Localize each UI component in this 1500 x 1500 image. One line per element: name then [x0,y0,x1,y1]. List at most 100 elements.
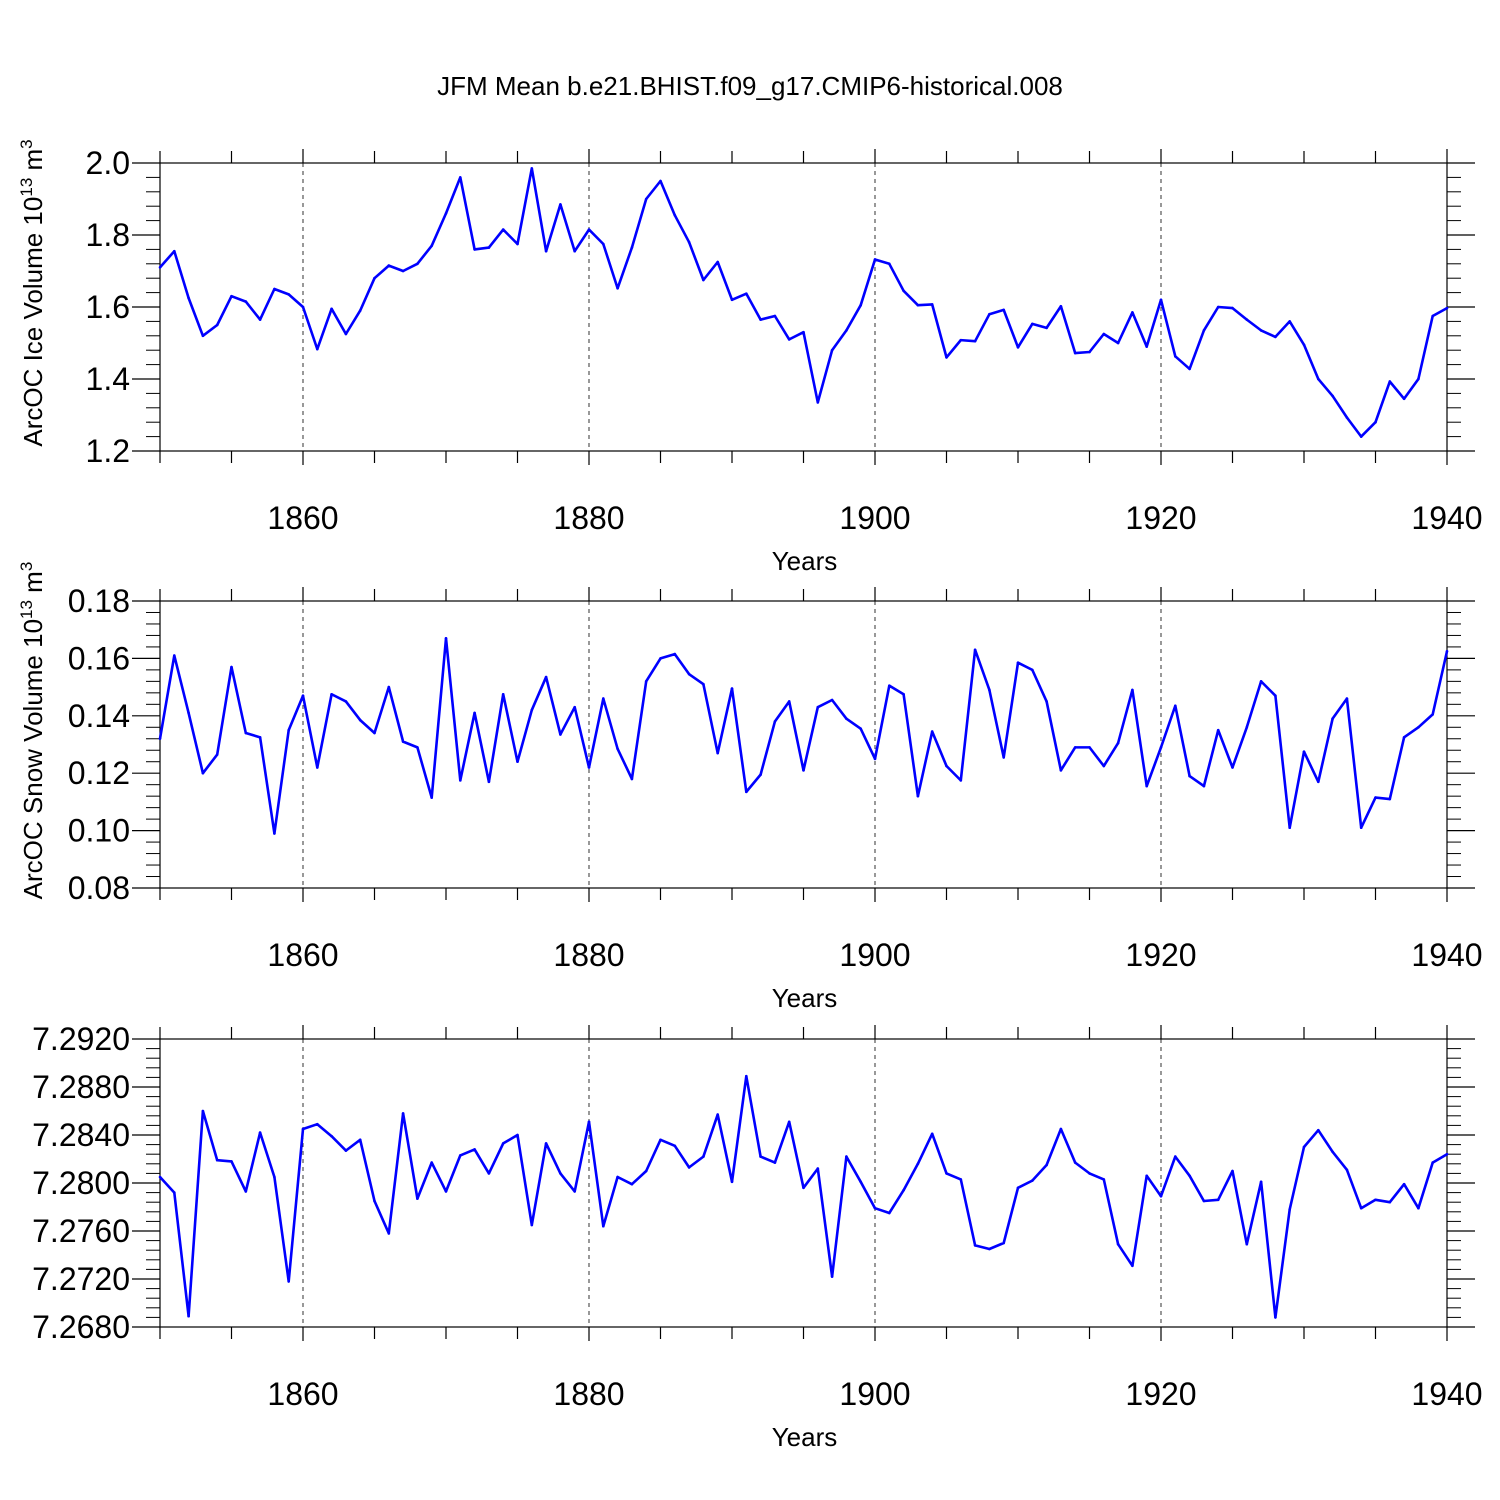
data-point [344,1149,348,1152]
data-point [1374,1198,1377,1202]
data-point [258,318,262,321]
data-point [559,733,562,736]
data-point [530,1223,534,1227]
data-point [516,1133,519,1137]
data-point [1145,1174,1148,1178]
data-point [845,329,848,332]
data-point [244,731,248,735]
data-point [201,771,205,775]
data-point [673,652,677,656]
data-point [745,1074,748,1078]
series-line [159,167,1448,438]
y-tick-label: 7.2680 [32,1309,130,1345]
x-tick-label: 1880 [553,500,624,536]
data-point [1259,1180,1263,1184]
y-tick-label: 1.8 [86,217,130,253]
data-point [830,348,834,352]
data-point [773,314,777,318]
data-point [859,303,862,307]
data-point [1245,725,1249,729]
data-point [1417,725,1420,729]
data-point [530,708,534,712]
data-point [1431,713,1434,716]
data-point [1131,311,1134,314]
data-point [587,1120,591,1124]
data-point [501,1142,505,1145]
series-line [159,1074,1448,1319]
data-point [1331,717,1334,720]
data-point [330,307,333,311]
data-point [1388,797,1392,801]
data-point [1417,1206,1420,1210]
data-point [230,294,233,298]
data-point [644,1169,648,1173]
data-point [530,167,534,170]
data-point [1159,746,1163,749]
data-point [1073,746,1077,749]
x-tick-label: 1920 [1125,1376,1196,1412]
data-point [616,286,619,290]
data-point [1116,341,1120,345]
x-axis-label: Years [772,1422,838,1452]
data-point [287,293,291,296]
data-point [1102,332,1106,336]
data-point [1002,756,1005,759]
data-point [1102,1178,1106,1181]
data-point [787,1120,791,1124]
data-point [1174,704,1177,708]
data-point [301,694,305,698]
data-point [1131,688,1134,692]
data-point [902,289,905,293]
data-point [1345,1168,1349,1172]
data-point [1431,1161,1434,1164]
data-point [759,1155,762,1158]
data-point [873,757,877,761]
data-point [1359,435,1363,438]
data-point [773,720,777,723]
data-point [487,1172,491,1175]
data-point [258,1131,262,1134]
data-point [1059,1127,1063,1131]
data-point [244,1190,248,1193]
data-point [587,766,591,769]
data-point [1274,335,1277,339]
data-point [1374,420,1377,424]
data-point [1402,1182,1406,1186]
y-tick-label: 7.2720 [32,1261,130,1297]
data-point [945,1172,948,1175]
data-point [1445,306,1449,310]
data-point [158,266,162,269]
data-point [516,760,519,764]
data-point [916,303,920,307]
data-point [430,1161,434,1164]
data-point [1088,746,1091,749]
data-point [845,717,848,720]
data-point [945,356,948,359]
data-point [158,1175,162,1179]
series-line [158,637,1449,835]
data-point [430,244,434,248]
data-point [330,1134,333,1138]
data-point [1016,661,1020,665]
data-point [1174,355,1177,358]
data-point [888,684,891,687]
data-point [230,665,233,669]
data-point [273,1175,276,1179]
y-tick-label: 0.14 [68,698,130,734]
x-tick-label: 1940 [1411,1376,1482,1412]
data-point [401,269,405,273]
data-point [487,246,491,249]
data-point [273,287,276,291]
data-point [444,637,448,640]
data-point [988,312,991,316]
data-point [316,766,319,769]
panels: 1.2 1.4 1.6 1.8 2.0 1860 1880 1900 1920 1940 Years… [17,139,1483,1452]
data-point [459,176,462,179]
data-point [730,687,734,690]
x-tick-label: 1940 [1411,937,1482,973]
data-point [459,1154,462,1157]
y-axis-label-exponent: 13 [17,178,36,197]
data-point [716,260,719,264]
data-point [1031,1179,1034,1182]
data-point [730,298,734,302]
